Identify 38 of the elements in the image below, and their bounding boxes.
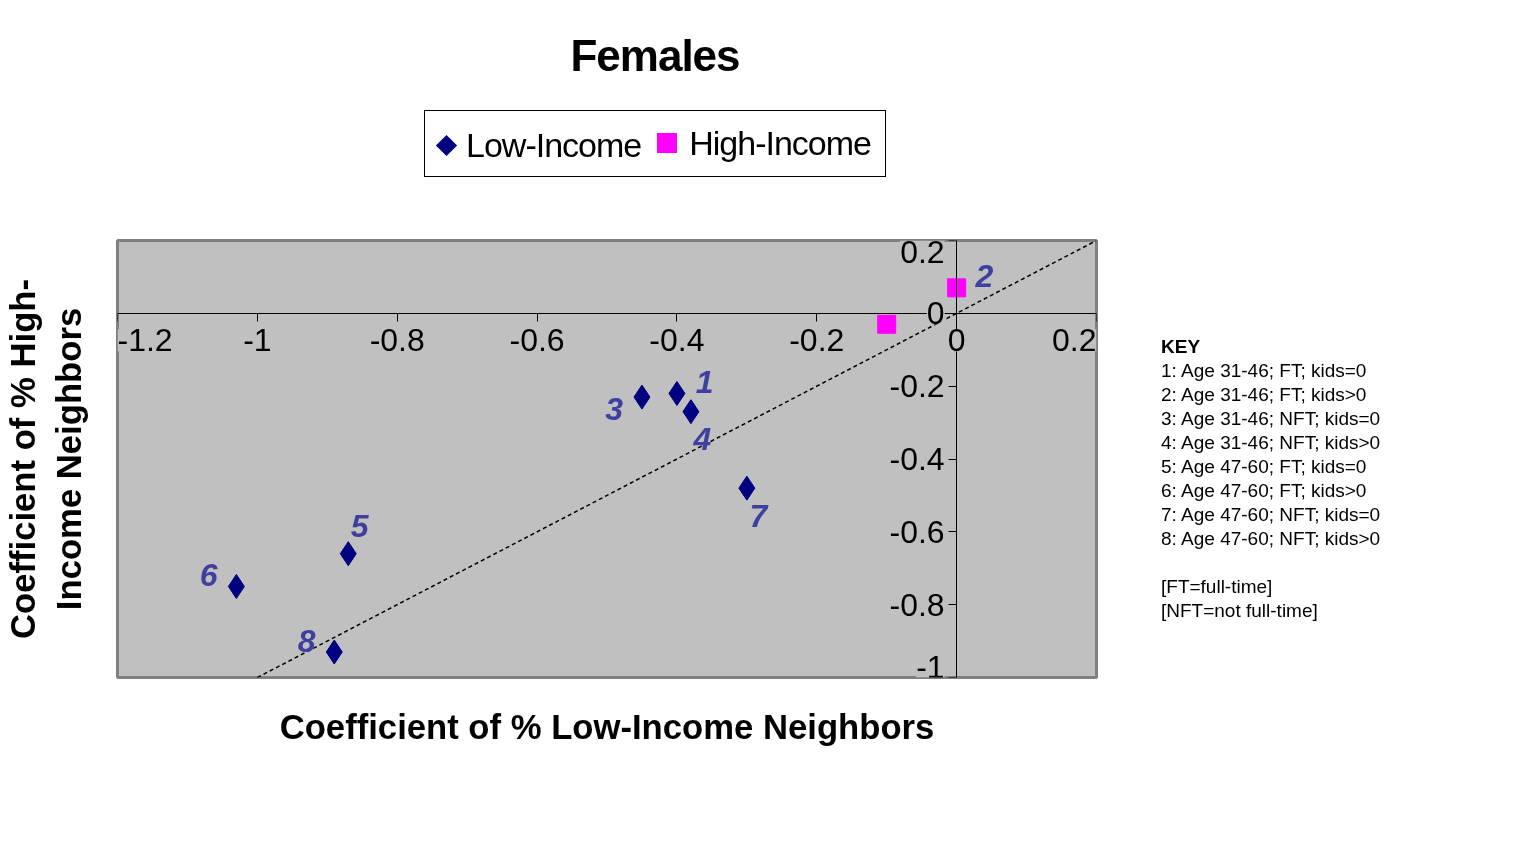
x-tick-label: 0.2 [1052, 322, 1097, 359]
annotation: 3 [605, 390, 624, 427]
annotation: 4 [692, 421, 712, 458]
x-tick-label: -0.6 [509, 322, 565, 359]
text: 8: Age 47-60; NFT; kids>0 [1161, 528, 1381, 549]
annotation: 7 [749, 497, 770, 534]
y-tick-label: -0.6 [889, 513, 945, 550]
text: 5: Age 47-60; FT; kids=0 [1161, 456, 1367, 477]
text: [FT=full-time] [1161, 576, 1273, 597]
y-tick-label: -0.2 [889, 368, 945, 405]
x-tick-label: -0.2 [789, 322, 845, 359]
annotation: 6 [199, 556, 218, 593]
x-tick-label: -0.4 [649, 322, 705, 359]
text: 7: Age 47-60; NFT; kids=0 [1161, 504, 1381, 525]
text: 1: Age 31-46; FT; kids=0 [1161, 360, 1367, 381]
x-tick-label: -0.8 [369, 322, 425, 359]
text: 3: Age 31-46; NFT; kids=0 [1161, 408, 1381, 429]
legend-label: High-Income [688, 122, 871, 164]
y-axis-title: Coefficient of % High-Income Neighbors [3, 278, 88, 640]
legend-label: Low-Income [465, 125, 642, 167]
x-axis-title: Coefficient of % Low-Income Neighbors [279, 707, 935, 746]
y-tick-label: -1 [916, 648, 945, 685]
y-tick-label: 0.2 [900, 233, 945, 270]
chart-title: Females [569, 30, 741, 82]
annotation: 2 [974, 258, 994, 295]
annotation: 8 [297, 622, 316, 659]
y-tick-label: -0.8 [889, 586, 945, 623]
text: 6: Age 47-60; FT; kids>0 [1161, 480, 1367, 501]
text: [NFT=not full-time] [1161, 600, 1318, 621]
text: KEY [1161, 336, 1201, 357]
y-tick-label: 0 [926, 295, 945, 332]
annotation: 5 [350, 507, 370, 544]
annotation: 1 [695, 363, 714, 400]
text: 4: Age 31-46; NFT; kids>0 [1161, 432, 1381, 453]
text: 2: Age 31-46; FT; kids>0 [1161, 384, 1367, 405]
x-tick-label: -1 [243, 322, 272, 359]
x-tick-label: -1.2 [117, 322, 173, 359]
y-tick-label: -0.4 [889, 441, 945, 477]
